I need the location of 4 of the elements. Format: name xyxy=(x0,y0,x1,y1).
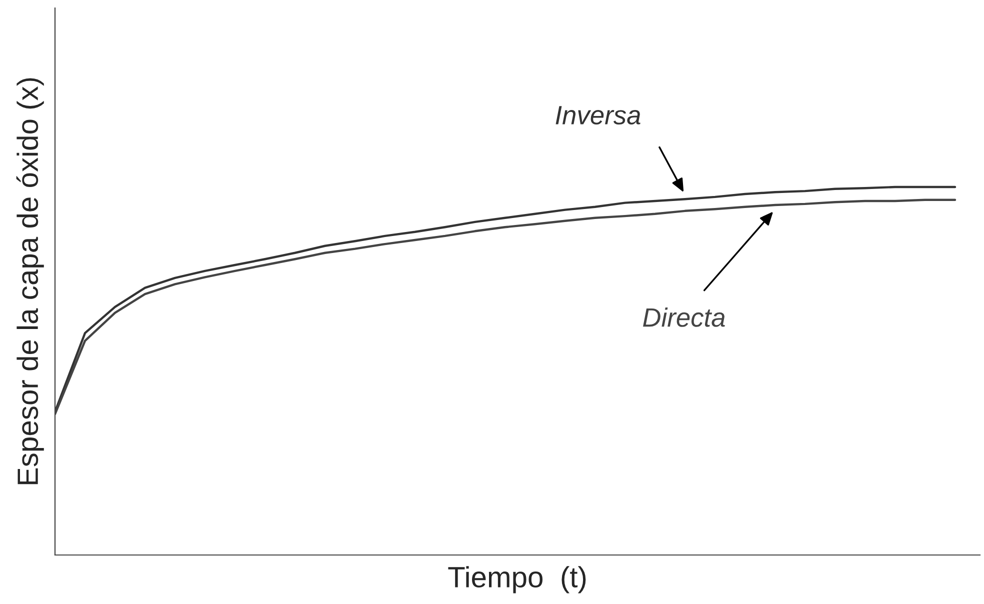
y-axis-title: Espesor de la capa de óxido (x) xyxy=(16,78,44,484)
x-axis-title: Tiempo (t) xyxy=(448,566,586,594)
text: Inversa xyxy=(556,106,640,124)
text: Directa xyxy=(643,307,725,327)
